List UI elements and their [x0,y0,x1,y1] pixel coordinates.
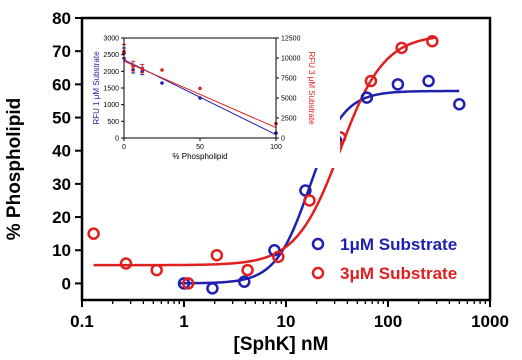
inset-x-tick-label: 100 [270,144,282,151]
data-point-series-2 [395,41,408,55]
data-point-series-1 [177,277,191,290]
x-axis-title: [SphK] nM [234,334,329,355]
y-tick-label: 80 [52,9,71,28]
data-point-series-1 [453,98,466,111]
y-tick-label: 40 [52,142,71,161]
inset-data-point-2 [160,68,164,72]
data-point-series-2 [426,34,439,48]
x-tick-label: 10 [277,312,296,331]
inset-left-tick-label: 1000 [103,102,119,109]
y-tick-label: 0 [62,274,71,293]
fit-curve-2 [93,36,437,267]
inset-right-tick-label: 7500 [281,76,297,83]
inset-left-tick-label: 0 [115,136,119,143]
data-points [87,34,466,295]
inset-data-point-1 [160,81,164,85]
data-point-series-1 [360,91,374,104]
y-tick-label: 70 [52,42,71,61]
legend-label-3um: 3μM Substrate [340,264,457,283]
inset-left-tick-label: 3000 [103,36,119,43]
inset-fit-line-2 [123,60,277,129]
data-point-series-2 [272,250,285,264]
inset-x-axis-title: % Phospholipid [172,152,227,161]
data-point-series-2 [87,227,100,240]
inset-left-axis-title: RFU 1 μM Substrate [92,51,101,125]
inset-right-tick-label: 10000 [281,56,301,63]
data-point-series-1 [238,275,251,289]
data-point-series-2 [364,74,378,88]
inset-left-tick-label: 1500 [103,86,119,93]
y-tick-label: 20 [52,208,71,227]
inset-right-tick-label: 5000 [281,96,297,103]
y-tick-label: 10 [52,241,71,260]
inset-axis-ticks: 0 50 1000500100015002000250030000250050007… [103,36,300,152]
x-tick-label: 1000 [471,312,509,331]
inset-left-tick-label: 500 [107,119,119,126]
data-point-series-1 [206,282,219,295]
y-axis-ticks: 0 10 20 30 40 50 60 70 80 [52,9,82,293]
legend-label-1um: 1μM Substrate [340,235,457,254]
inset-data-point-2 [140,66,145,71]
data-point-series-2 [150,263,163,277]
data-point-series-2 [241,263,254,277]
inset-x-tick-label: 0 [122,144,126,151]
y-tick-label: 30 [52,175,71,194]
inset-background [88,24,340,168]
inset-right-axis-title: RFU 3 μM Substrate [307,51,316,125]
inset-data-point-2 [198,86,202,91]
inset-x-tick-label: 50 [196,144,204,151]
data-point-series-2 [210,248,224,262]
x-tick-label: 100 [374,312,402,331]
legend-marker-1um [311,237,325,251]
inset-chart: 0 50 1000500100015002000250030000250050007… [88,24,340,168]
legend: 1μM Substrate 3μM Substrate [311,235,457,283]
data-point-series-2 [181,277,195,290]
data-point-series-2 [303,194,316,207]
y-axis-title: % Phospholipid [4,98,25,241]
y-tick-label: 60 [52,75,71,94]
x-tick-label: 0.1 [70,312,94,331]
data-point-series-1 [391,78,405,91]
inset-right-tick-label: 0 [281,136,285,143]
data-point-series-2 [119,257,133,270]
data-point-series-1 [299,184,312,197]
inset-left-tick-label: 2000 [103,69,119,76]
legend-marker-3um [311,266,325,280]
inset-data-point-1 [198,96,202,100]
y-tick-label: 50 [52,109,71,128]
inset-left-tick-label: 2500 [103,52,119,59]
inset-right-tick-label: 2500 [281,116,297,123]
x-axis-ticks: 0.1 1 10 100 1000 [70,300,509,331]
x-tick-label: 1 [179,312,188,331]
inset-right-tick-label: 12500 [281,36,301,43]
data-point-series-1 [422,74,435,88]
inset-data-point-2 [131,64,135,68]
